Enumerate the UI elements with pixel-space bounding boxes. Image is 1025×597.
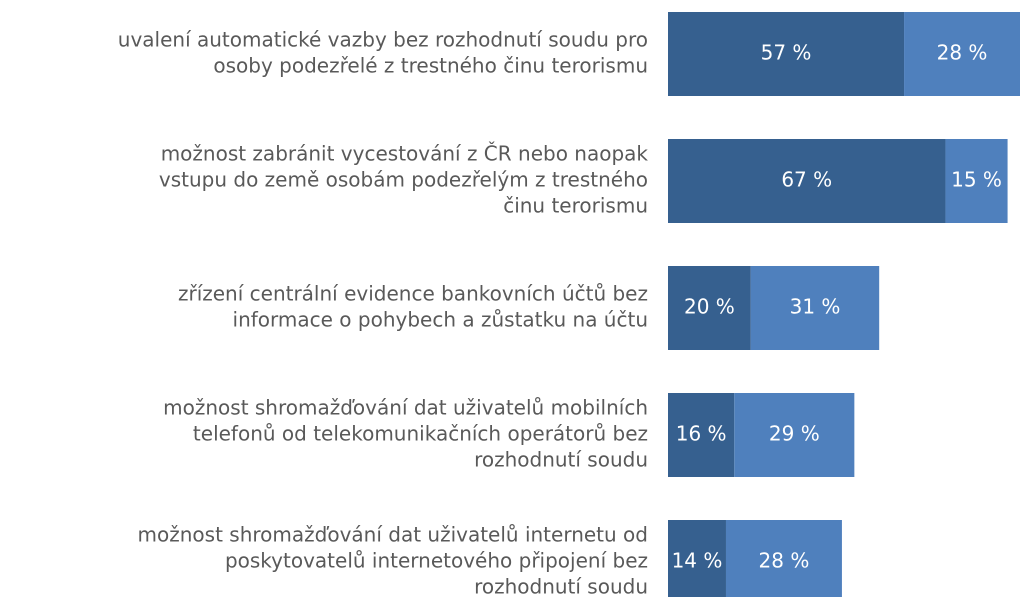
bar-segment (904, 12, 1020, 96)
category-label: možnost zabránit vycestování z ČR nebo n… (161, 142, 649, 166)
category-label: rozhodnutí soudu (474, 575, 648, 597)
bar-segment (734, 393, 855, 477)
value-label: 67 % (781, 168, 832, 192)
value-label: 28 % (937, 41, 988, 65)
value-label: 20 % (684, 295, 735, 319)
bar-segment (725, 520, 842, 597)
category-label: možnost shromažďování dat uživatelů mobi… (163, 396, 648, 420)
value-label: 14 % (672, 549, 723, 573)
category-label: telefonů od telekomunikačních operátorů … (193, 422, 648, 446)
value-label: 29 % (769, 422, 820, 446)
value-label: 57 % (761, 41, 812, 65)
category-label: osoby podezřelé z trestného činu teroris… (213, 54, 648, 78)
bar-segment (750, 266, 880, 350)
bar-segment (668, 139, 946, 223)
bar-segment (945, 139, 1008, 223)
category-label: poskytovatelů internetového připojení be… (225, 549, 648, 573)
category-label: rozhodnutí soudu (474, 448, 648, 472)
bar-segment (668, 12, 905, 96)
bar-segment (668, 266, 751, 350)
category-label: činu terorismu (503, 194, 648, 218)
bar-segment (668, 393, 735, 477)
category-label: zřízení centrální evidence bankovních úč… (178, 282, 648, 306)
category-label: uvalení automatické vazby bez rozhodnutí… (118, 28, 648, 52)
value-label: 28 % (759, 549, 810, 573)
category-label: informace o pohybech a zůstatku na účtu (233, 308, 648, 332)
value-label: 16 % (676, 422, 727, 446)
value-label: 31 % (790, 295, 841, 319)
category-label: vstupu do země osobám podezřelým z trest… (159, 168, 648, 192)
value-label: 15 % (951, 168, 1002, 192)
bar-segment (668, 520, 726, 597)
category-label: možnost shromažďování dat uživatelů inte… (138, 523, 648, 547)
